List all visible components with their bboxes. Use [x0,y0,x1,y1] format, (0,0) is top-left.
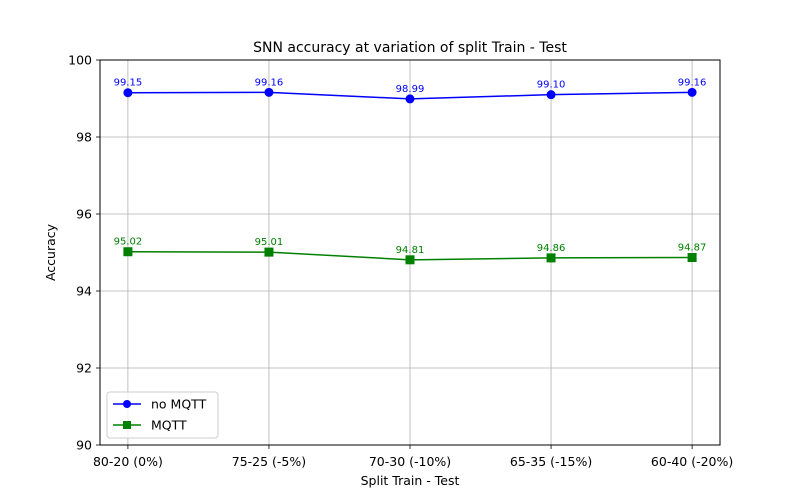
data-point [546,90,556,100]
data-point [264,87,274,97]
data-point [123,247,133,257]
axis-ticks: 90 92 94 96 98 100 80-20 (0%) 75-25 (-5%) 70-30 … [68,53,733,470]
data-point [687,87,697,97]
legend-label: MQTT [151,418,187,433]
data-point [546,253,556,263]
data-label: 95.01 [255,237,284,248]
legend-label: no MQTT [151,397,207,412]
data-label: 99.16 [678,77,707,88]
legend: no MQTT MQTT [106,391,219,439]
legend-item: no MQTT [113,397,207,412]
data-label: 99.10 [537,80,566,91]
y-tick-label: 92 [76,361,92,376]
x-tick-label: 60-40 (-20%) [651,454,733,469]
data-label: 99.15 [114,78,143,89]
x-axis-label: Split Train - Test [361,473,460,488]
y-tick-label: 96 [76,207,92,222]
legend-item: MQTT [113,418,187,433]
data-label: 98.99 [396,84,425,95]
data-label: 99.16 [255,77,284,88]
data-label: 94.81 [396,245,425,256]
y-tick-label: 100 [68,53,92,68]
data-point [264,247,274,257]
x-tick-label: 70-30 (-10%) [369,454,451,469]
grid [100,59,720,446]
legend-marker [123,400,131,408]
data-label: 95.02 [114,237,143,248]
data-point [687,253,697,263]
chart-title: SNN accuracy at variation of split Train… [253,40,567,56]
data-point [123,88,133,98]
y-tick-label: 94 [76,284,92,299]
series-layer: 99.15 99.16 98.99 99.10 99.16 95.02 95.01 94.81… [114,77,707,265]
y-tick-label: 90 [76,438,92,453]
x-tick-label: 80-20 (0%) [93,454,163,469]
legend-marker [123,421,131,429]
data-label: 94.87 [678,243,707,254]
y-axis-label: Accuracy [43,223,58,281]
data-label: 94.86 [537,243,566,254]
x-tick-label: 65-35 (-15%) [510,454,592,469]
y-tick-label: 98 [76,130,92,145]
series-mqtt: 95.02 95.01 94.81 94.86 94.87 [114,237,707,265]
data-point [405,255,415,265]
x-tick-label: 75-25 (-5%) [232,454,306,469]
series-no-mqtt: 99.15 99.16 98.99 99.10 99.16 [114,77,707,104]
data-point [405,94,415,104]
